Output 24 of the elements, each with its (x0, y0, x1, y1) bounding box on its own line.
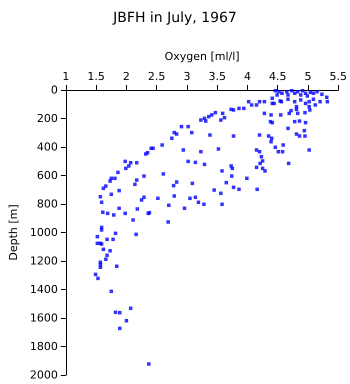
y-tick-label: 0 (50, 84, 58, 96)
x-tick-label: 5.5 (330, 70, 348, 83)
x-tick-label: 1 (62, 70, 70, 83)
y-tick-label: 1600 (30, 312, 58, 324)
x-tick-label: 3.5 (208, 70, 226, 83)
x-tick-label: 2.5 (148, 70, 166, 83)
x-tick-label: 3 (183, 70, 190, 83)
y-tick-label: 1400 (30, 283, 58, 296)
y-tick-label: 400 (36, 140, 58, 154)
y-tick-label: 1000 (30, 226, 58, 239)
y-axis-title: Depth [m] (7, 204, 20, 261)
chart-title: JBFH in July, 1967 (112, 10, 237, 26)
y-tick-label: 600 (36, 169, 58, 182)
x-tick-label: 5 (304, 70, 312, 83)
y-tick-label: 2000 (30, 368, 58, 382)
y-tick-label: 200 (36, 112, 58, 125)
y-tick-label: 1800 (30, 340, 58, 353)
x-tick-label: 2 (122, 70, 130, 83)
x-tick-label: 4.5 (268, 70, 286, 83)
x-tick-label: 1.5 (87, 70, 105, 83)
y-tick-label: 800 (36, 198, 58, 210)
y-tick-label: 1200 (30, 254, 58, 268)
x-tick-label: 4 (244, 70, 251, 83)
x-axis-title: Oxygen [ml/l] (164, 50, 240, 63)
